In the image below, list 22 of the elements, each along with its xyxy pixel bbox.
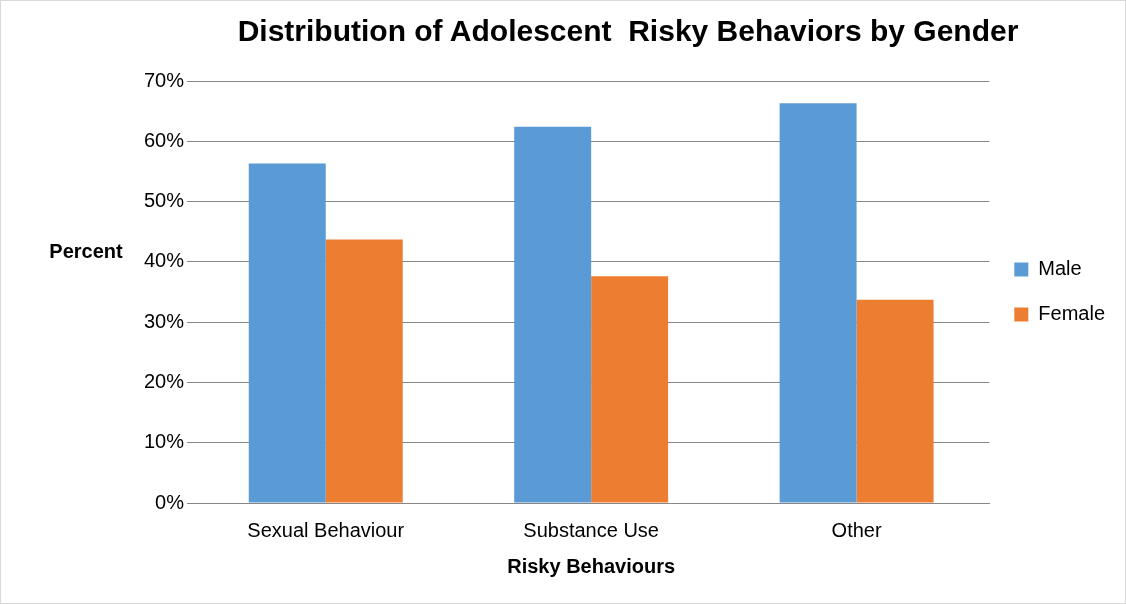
bar <box>514 126 592 503</box>
bar <box>591 276 669 503</box>
y-tick-label: 40% <box>144 249 185 272</box>
bar <box>856 299 934 503</box>
x-tick-label: Sexual Behaviour <box>247 518 405 541</box>
y-tick-label: 20% <box>144 369 185 392</box>
x-axis-title: Risky Behaviours <box>507 554 676 577</box>
y-tick-label: 30% <box>144 309 185 332</box>
y-tick-label: 50% <box>144 189 185 212</box>
x-tick-label: Other <box>831 518 882 541</box>
bar <box>779 103 857 503</box>
y-axis-title: Percent <box>49 239 124 262</box>
bar <box>325 239 403 503</box>
y-tick-label: 60% <box>144 128 185 151</box>
bar <box>248 163 326 503</box>
legend-label: Female <box>1038 302 1106 325</box>
y-tick-label: 0% <box>155 490 185 513</box>
y-tick-label: 70% <box>144 68 185 91</box>
x-tick-label: Substance Use <box>523 518 659 541</box>
chart-title: Distribution of Adolescent Risky Behaviors by Gender <box>237 14 1019 48</box>
legend-label: Male <box>1038 257 1082 280</box>
y-tick-label: 10% <box>144 430 185 453</box>
